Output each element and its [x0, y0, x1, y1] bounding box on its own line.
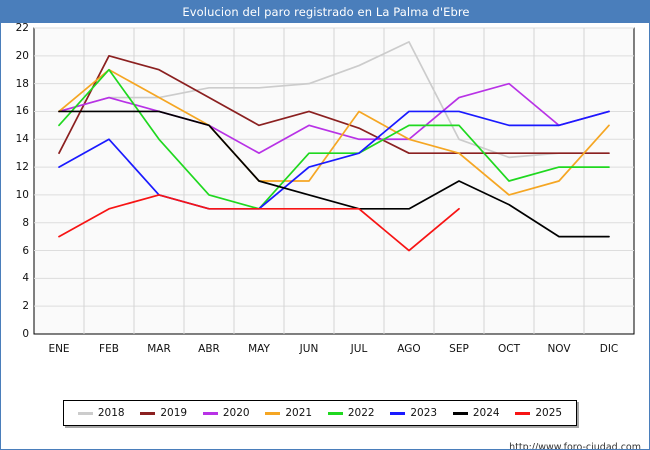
legend-item-2020[interactable]: 2020 [202, 407, 250, 419]
legend-label: 2025 [535, 407, 563, 419]
legend-swatch-icon [327, 411, 343, 415]
window-title-bar: Evolucion del paro registrado en La Palm… [1, 1, 649, 23]
legend-item-2023[interactable]: 2023 [390, 407, 437, 419]
x-tick-label-ago: AGO [397, 343, 421, 355]
x-tick-label-feb: FEB [99, 343, 119, 355]
y-tick-label: 8 [22, 216, 29, 229]
legend-swatch-icon [202, 411, 218, 415]
y-tick-label: 12 [15, 161, 29, 174]
x-tick-label-ene: ENE [48, 343, 70, 355]
series-line-2023 [58, 110, 610, 210]
legend-swatch-icon [77, 411, 93, 415]
y-tick-label: 20 [15, 49, 29, 62]
series-line-2025 [58, 194, 460, 252]
legend-swatch-icon [140, 411, 156, 415]
x-tick-label-dic: DIC [599, 343, 619, 355]
legend-label: 2023 [410, 407, 438, 419]
y-tick-label: 4 [22, 272, 29, 285]
x-tick-label-sep: SEP [449, 343, 469, 355]
y-tick-label: 16 [15, 105, 29, 118]
legend-label: 2018 [97, 407, 125, 419]
y-tick-label: 10 [15, 188, 29, 201]
legend-swatch-icon [390, 411, 406, 415]
series-line-2020 [58, 82, 610, 155]
legend-label: 2021 [285, 407, 313, 419]
legend-item-2022[interactable]: 2022 [327, 407, 375, 419]
series-line-2021 [58, 68, 610, 196]
x-tick-label-mar: MAR [147, 343, 171, 355]
y-tick-label: 6 [22, 244, 29, 257]
legend-item-2021[interactable]: 2021 [265, 407, 312, 419]
source-url: http://www.foro-ciudad.com [509, 442, 641, 450]
y-tick-label: 2 [22, 300, 29, 313]
legend-label: 2019 [160, 407, 188, 419]
series-line-2018 [58, 41, 610, 159]
legend-item-2024[interactable]: 2024 [452, 407, 500, 419]
x-tick-label-oct: OCT [497, 343, 521, 355]
chart-legend: 2018 2019 2020 2021 2022 2023 2024 2025 [63, 400, 577, 426]
legend-swatch-icon [452, 411, 468, 415]
x-tick-label-jul: JUL [350, 343, 368, 355]
x-tick-label-nov: NOV [547, 343, 571, 355]
y-tick-label: 14 [15, 133, 29, 146]
legend-label: 2020 [222, 407, 250, 419]
series-line-2022 [58, 68, 610, 210]
legend-swatch-icon [515, 411, 531, 415]
legend-item-2018[interactable]: 2018 [77, 407, 125, 419]
series-line-2019 [58, 54, 610, 155]
x-tick-label-may: MAY [248, 343, 270, 355]
y-tick-label: 0 [22, 328, 29, 340]
legend-item-2019[interactable]: 2019 [140, 407, 187, 419]
x-tick-label-abr: ABR [198, 343, 220, 355]
legend-swatch-icon [265, 411, 281, 415]
page-title: Evolucion del paro registrado en La Palm… [182, 5, 470, 19]
chart-area: 0 2 4 6 8 10 12 14 16 18 20 22 ENE FEB MAR ABR MAY JUN JU… [1, 22, 649, 450]
line-chart-plot [33, 27, 635, 335]
series-line-2024 [58, 110, 610, 238]
series-lines [58, 41, 610, 252]
legend-item-2025[interactable]: 2025 [515, 407, 562, 419]
legend-label: 2022 [347, 407, 375, 419]
x-tick-label-jun: JUN [299, 343, 319, 355]
legend-label: 2024 [472, 407, 500, 419]
y-tick-label: 22 [15, 22, 29, 34]
y-tick-label: 18 [15, 77, 29, 90]
